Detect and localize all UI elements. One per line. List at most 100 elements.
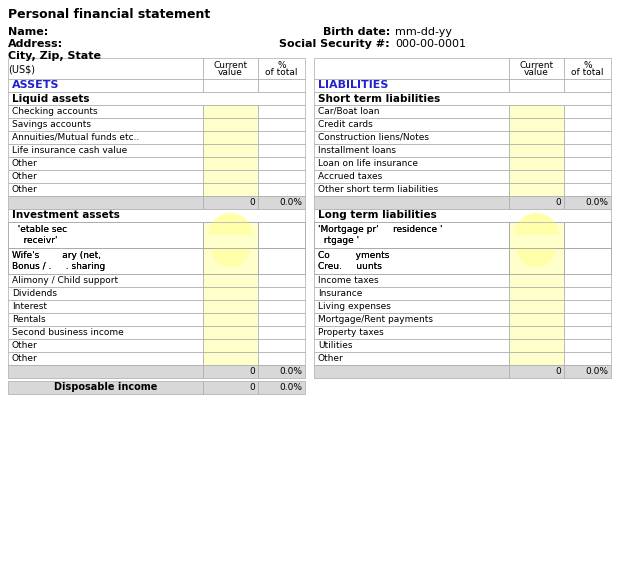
Bar [203,183,258,196]
Bar [564,170,611,183]
Bar [258,365,305,378]
Text: Co         yments: Co yments [318,251,389,260]
Bar [509,313,564,326]
Bar [564,118,611,131]
Bar [258,157,305,170]
Text: Alimony / Child support: Alimony / Child support [12,276,118,285]
Bar [314,170,509,183]
Text: Utilities: Utilities [318,341,353,350]
Text: Other: Other [318,354,344,363]
Bar [258,222,305,248]
Text: Wife's        ary (net,: Wife's ary (net, [12,251,101,260]
Text: Bonus / .     . sharing: Bonus / . . sharing [12,263,105,271]
Bar [314,365,509,378]
Bar [258,118,305,131]
Bar [258,196,305,209]
Bar [509,248,564,274]
Bar [509,365,564,378]
Text: Construction liens/Notes: Construction liens/Notes [318,133,429,142]
Bar [509,222,564,248]
Bar [203,381,258,394]
Bar [314,209,611,222]
Text: LIABILITIES: LIABILITIES [318,81,388,90]
Bar [203,105,258,118]
Bar [564,131,611,144]
Text: rtgage ': rtgage ' [318,236,359,245]
Bar [203,157,258,170]
Text: Long term liabilities: Long term liabilities [318,210,437,220]
Bar [314,183,509,196]
Bar [258,274,305,287]
Bar [564,79,611,92]
Bar [8,365,203,378]
Bar [564,58,611,79]
Text: 'Mortgage pr'     residence ': 'Mortgage pr' residence ' [318,225,443,233]
Bar [564,222,611,248]
Bar [203,313,258,326]
Bar [509,248,564,274]
Bar [8,144,203,157]
Text: 0: 0 [249,383,255,392]
Bar [564,248,611,274]
Bar [509,118,564,131]
Bar [314,339,509,352]
Bar [203,287,258,300]
Bar [509,79,564,92]
Text: Address:: Address: [8,39,63,49]
Text: Accrued taxes: Accrued taxes [318,172,383,181]
Bar [509,274,564,287]
Text: Car/Boat loan: Car/Boat loan [318,107,379,116]
Bar [509,170,564,183]
Bar [314,326,509,339]
Bar [203,196,258,209]
Text: Other: Other [12,172,38,181]
Bar [564,326,611,339]
Bar [509,183,564,196]
Text: Other: Other [12,341,38,350]
Bar [8,222,203,248]
Bar [509,144,564,157]
Bar [509,222,564,248]
Bar [258,381,305,394]
Bar [258,222,305,248]
Text: Other short term liabilities: Other short term liabilities [318,185,438,194]
Text: 0.0%: 0.0% [585,367,608,376]
Text: Short term liabilities: Short term liabilities [318,93,440,104]
Bar [314,157,509,170]
Text: Social Security #:: Social Security #: [279,39,390,49]
Text: 'Mortgage pr'     residence ': 'Mortgage pr' residence ' [318,225,443,233]
Bar [314,352,509,365]
Text: 0: 0 [555,198,561,207]
Bar [564,300,611,313]
Bar [258,326,305,339]
Bar [314,131,509,144]
Text: 0: 0 [555,367,561,376]
Text: Life insurance cash value: Life insurance cash value [12,146,127,155]
Bar [8,352,203,365]
Bar [203,222,258,248]
Bar [258,248,305,274]
Text: Dividends: Dividends [12,289,57,298]
Text: Checking accounts: Checking accounts [12,107,97,116]
Bar [314,92,611,105]
Bar [203,300,258,313]
Text: value: value [218,68,243,77]
Text: 0.0%: 0.0% [279,367,302,376]
Wedge shape [211,248,250,268]
Text: Interest: Interest [12,302,47,311]
Text: City, Zip, State: City, Zip, State [8,51,101,61]
Bar [314,274,509,287]
Text: (US$): (US$) [8,64,35,74]
Bar [203,339,258,352]
Bar [314,58,509,79]
Text: Other: Other [12,159,38,168]
Bar [203,365,258,378]
Bar [509,352,564,365]
Bar [258,79,305,92]
Bar [8,381,203,394]
Bar [8,196,203,209]
Text: Wife's        ary (net,: Wife's ary (net, [12,251,101,260]
Text: 'etable sec: 'etable sec [12,225,67,233]
Bar [258,287,305,300]
Text: value: value [524,68,549,77]
